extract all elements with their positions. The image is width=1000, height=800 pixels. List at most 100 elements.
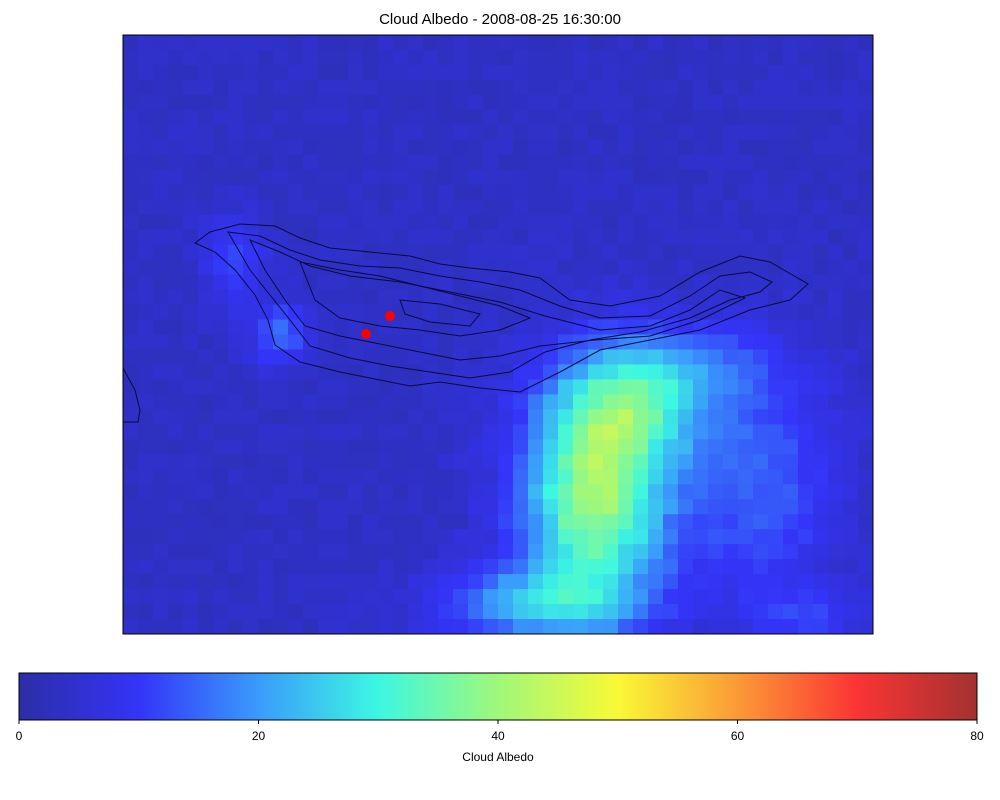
heatmap-cell [213,529,229,545]
heatmap-cell [798,320,814,336]
heatmap-cell [768,110,784,126]
heatmap-cell [678,50,694,66]
heatmap-cell [273,424,289,440]
heatmap-cell [318,335,334,351]
heatmap-cell [318,290,334,306]
heatmap-cell [258,245,274,261]
heatmap-cell [453,589,469,605]
heatmap-cell [318,469,334,485]
heatmap-cell [438,619,454,635]
heatmap-cell [408,454,424,470]
heatmap-cell [693,529,709,545]
heatmap-cell [183,110,199,126]
heatmap-cell [153,50,169,66]
heatmap-cell [393,35,409,51]
heatmap-cell [858,320,874,336]
heatmap-cell [558,140,574,156]
heatmap-cell [438,260,454,276]
heatmap-cell [363,529,379,545]
heatmap-cell [708,424,724,440]
heatmap-cell [798,349,814,365]
heatmap-cell [393,559,409,575]
heatmap-cell [243,484,259,500]
heatmap-cell [783,454,799,470]
heatmap-cell [333,215,349,231]
heatmap-cell [438,200,454,216]
heatmap-cell [558,454,574,470]
heatmap-cell [738,125,754,141]
heatmap-cell [183,185,199,201]
heatmap-cell [678,619,694,635]
heatmap-cell [858,95,874,111]
heatmap-cell [858,200,874,216]
heatmap-cell [258,230,274,246]
heatmap-cell [543,364,559,380]
heatmap-cell [423,604,439,620]
heatmap-cell [303,35,319,51]
heatmap-cell [798,140,814,156]
heatmap-cell [408,379,424,395]
heatmap-cell [243,454,259,470]
heatmap-cell [153,230,169,246]
heatmap-cell [198,424,214,440]
heatmap-cell [123,484,139,500]
heatmap-cell [483,484,499,500]
heatmap-cell [663,439,679,455]
heatmap-cell [543,454,559,470]
heatmap-cell [648,110,664,126]
heatmap-cell [798,80,814,96]
heatmap-cell [168,574,184,590]
heatmap-cell [333,170,349,186]
heatmap-cell [408,424,424,440]
heatmap-cell [138,200,154,216]
heatmap-cell [843,364,859,380]
heatmap-cell [753,125,769,141]
heatmap-cell [318,604,334,620]
heatmap-cell [843,140,859,156]
heatmap-cell [423,35,439,51]
heatmap-cell [363,95,379,111]
heatmap-cell [543,95,559,111]
heatmap-cell [828,185,844,201]
heatmap-cell [453,35,469,51]
heatmap-cell [318,170,334,186]
heatmap-cell [723,110,739,126]
heatmap-cell [378,364,394,380]
heatmap-cell [633,95,649,111]
heatmap-cell [408,95,424,111]
heatmap-cell [138,484,154,500]
heatmap-cell [438,110,454,126]
heatmap-cell [483,200,499,216]
heatmap-cell [138,454,154,470]
heatmap-cell [858,215,874,231]
heatmap-cell [603,215,619,231]
heatmap-cell [738,80,754,96]
heatmap-cell [738,50,754,66]
heatmap-cell [798,439,814,455]
heatmap-cell [543,544,559,560]
heatmap-cell [468,50,484,66]
heatmap-cell [378,439,394,455]
heatmap-cell [738,335,754,351]
heatmap-cell [423,514,439,530]
heatmap-cell [843,170,859,186]
heatmap-cell [273,409,289,425]
heatmap-cell [813,50,829,66]
heatmap-cell [213,484,229,500]
heatmap-cell [453,439,469,455]
heatmap-cell [318,619,334,635]
heatmap-cell [708,604,724,620]
heatmap-cell [213,619,229,635]
heatmap-cell [468,65,484,81]
heatmap-cell [363,305,379,321]
heatmap-cell [423,544,439,560]
heatmap-cell [123,275,139,291]
heatmap-cell [798,290,814,306]
heatmap-cell [768,559,784,575]
heatmap-cell [558,95,574,111]
heatmap-cell [618,394,634,410]
heatmap-cell [513,619,529,635]
heatmap-cell [198,245,214,261]
heatmap-cell [798,484,814,500]
heatmap-cell [273,529,289,545]
